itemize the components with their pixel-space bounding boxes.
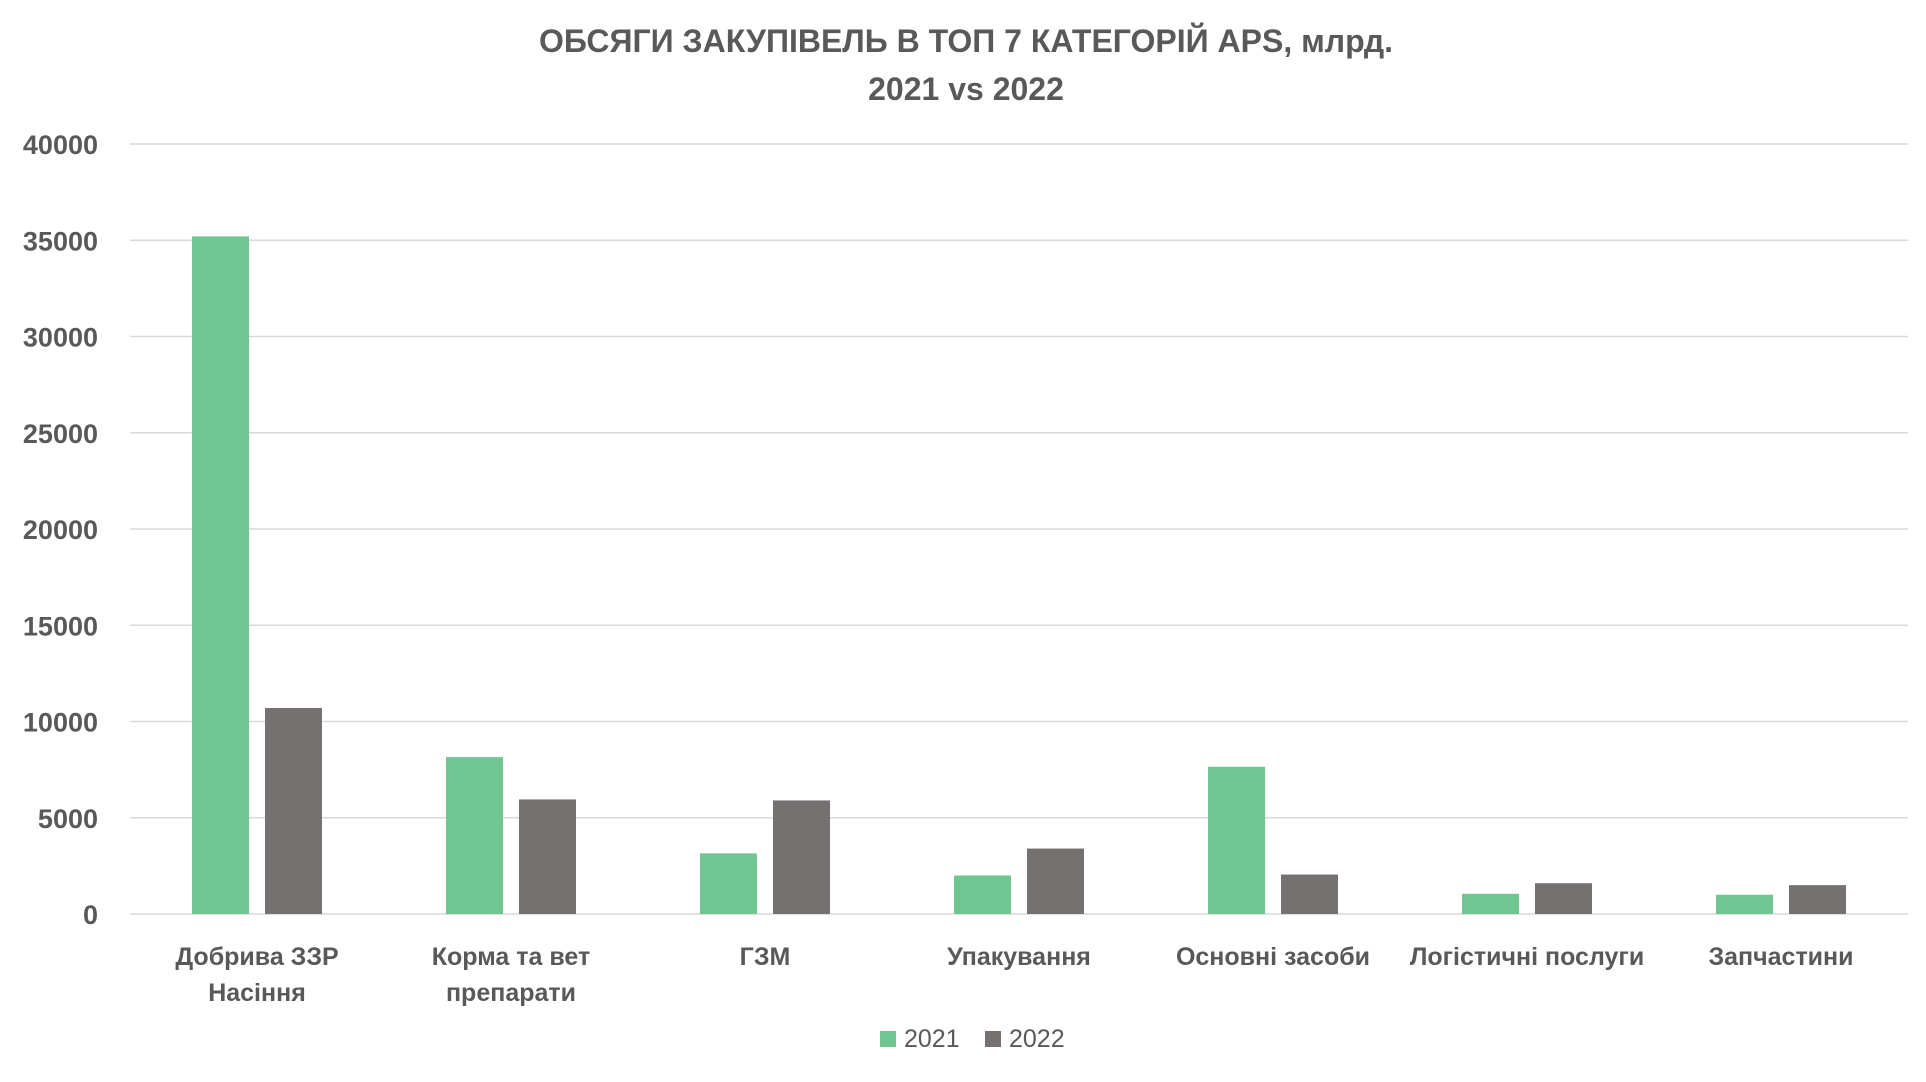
bar-2022-6 <box>1789 885 1846 914</box>
y-tick-label: 20000 <box>23 515 98 545</box>
category-label: ГЗМ <box>740 943 791 971</box>
category-label: препарати <box>446 979 576 1007</box>
legend-label-2022: 2022 <box>1009 1025 1065 1053</box>
y-tick-label: 25000 <box>23 419 98 449</box>
legend-swatch-2022 <box>985 1031 1001 1047</box>
legend-label-2021: 2021 <box>904 1025 960 1053</box>
y-tick-label: 30000 <box>23 323 98 353</box>
bar-2022-2 <box>773 800 830 914</box>
category-label: Насіння <box>208 979 306 1007</box>
legend-swatch-2021 <box>880 1031 896 1047</box>
bar-2021-6 <box>1716 894 1773 914</box>
bar-2022-1 <box>519 799 576 914</box>
gridlines <box>130 143 1908 915</box>
bar-2022-4 <box>1281 874 1338 914</box>
category-label: Корма та вет <box>432 943 590 971</box>
y-tick-label: 15000 <box>23 611 98 641</box>
x-axis-category-labels: Добрива ЗЗР Насіння Корма та вет препарати Г… <box>175 943 1853 1007</box>
category-label: Основні засоби <box>1176 943 1370 971</box>
bars <box>192 236 1846 914</box>
bar-2022-5 <box>1535 883 1592 914</box>
y-axis-tick-labels: 0 5000 10000 15000 20000 25000 30000 35000 40000 <box>23 130 98 930</box>
category-label: Логістичні послуги <box>1410 943 1644 971</box>
y-tick-label: 0 <box>83 900 98 930</box>
y-tick-label: 40000 <box>23 130 98 160</box>
bar-2021-2 <box>700 853 757 914</box>
category-label: Упакування <box>947 943 1091 971</box>
bar-2021-5 <box>1462 893 1519 914</box>
category-label: Запчастини <box>1708 943 1853 971</box>
bar-2021-3 <box>954 875 1011 914</box>
y-tick-label: 5000 <box>38 804 98 834</box>
bar-2021-1 <box>446 757 503 914</box>
bar-2021-0 <box>192 236 249 914</box>
chart-title: ОБСЯГИ ЗАКУПІВЕЛЬ В ТОП 7 КАТЕГОРІЙ APS,… <box>539 23 1393 107</box>
bar-2022-0 <box>265 708 322 914</box>
category-label: Добрива ЗЗР <box>175 943 338 971</box>
chart-title-line: ОБСЯГИ ЗАКУПІВЕЛЬ В ТОП 7 КАТЕГОРІЙ APS,… <box>539 23 1393 59</box>
legend: 2021 2022 <box>880 1025 1065 1053</box>
y-tick-label: 10000 <box>23 708 98 738</box>
chart-title-line: 2021 vs 2022 <box>868 71 1064 107</box>
bar-2021-4 <box>1208 766 1265 914</box>
y-tick-label: 35000 <box>23 226 98 256</box>
bar-2022-3 <box>1027 848 1084 914</box>
